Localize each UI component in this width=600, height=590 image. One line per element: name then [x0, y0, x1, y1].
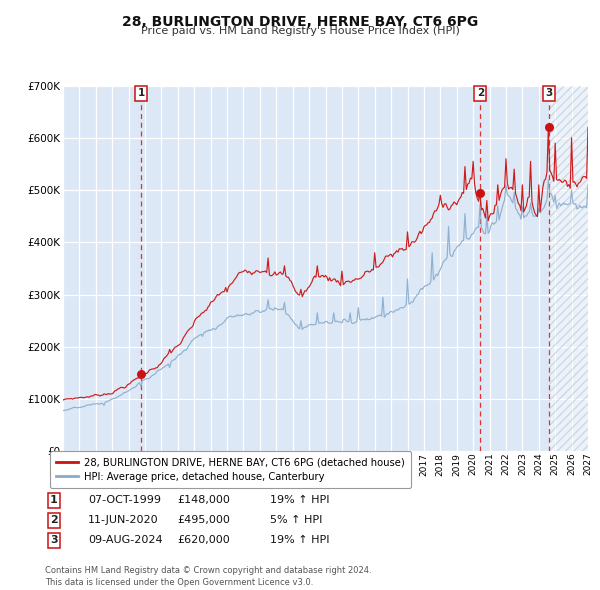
Text: 07-OCT-1999: 07-OCT-1999 [88, 496, 161, 505]
Text: 1: 1 [50, 496, 58, 505]
Text: 2: 2 [477, 88, 484, 99]
Text: Contains HM Land Registry data © Crown copyright and database right 2024.
This d: Contains HM Land Registry data © Crown c… [45, 566, 371, 587]
Text: 28, BURLINGTON DRIVE, HERNE BAY, CT6 6PG: 28, BURLINGTON DRIVE, HERNE BAY, CT6 6PG [122, 15, 478, 29]
Text: 2: 2 [50, 516, 58, 525]
Text: 19% ↑ HPI: 19% ↑ HPI [270, 536, 329, 545]
Text: 3: 3 [50, 536, 58, 545]
Text: 3: 3 [545, 88, 553, 99]
Text: 09-AUG-2024: 09-AUG-2024 [88, 536, 163, 545]
Text: Price paid vs. HM Land Registry's House Price Index (HPI): Price paid vs. HM Land Registry's House … [140, 26, 460, 36]
Text: 1: 1 [137, 88, 145, 99]
Text: £620,000: £620,000 [177, 536, 230, 545]
Text: £495,000: £495,000 [177, 516, 230, 525]
Text: £148,000: £148,000 [177, 496, 230, 505]
Legend: 28, BURLINGTON DRIVE, HERNE BAY, CT6 6PG (detached house), HPI: Average price, d: 28, BURLINGTON DRIVE, HERNE BAY, CT6 6PG… [50, 451, 411, 488]
Text: 5% ↑ HPI: 5% ↑ HPI [270, 516, 322, 525]
Bar [549, 86, 588, 451]
Text: 11-JUN-2020: 11-JUN-2020 [88, 516, 159, 525]
Text: 19% ↑ HPI: 19% ↑ HPI [270, 496, 329, 505]
